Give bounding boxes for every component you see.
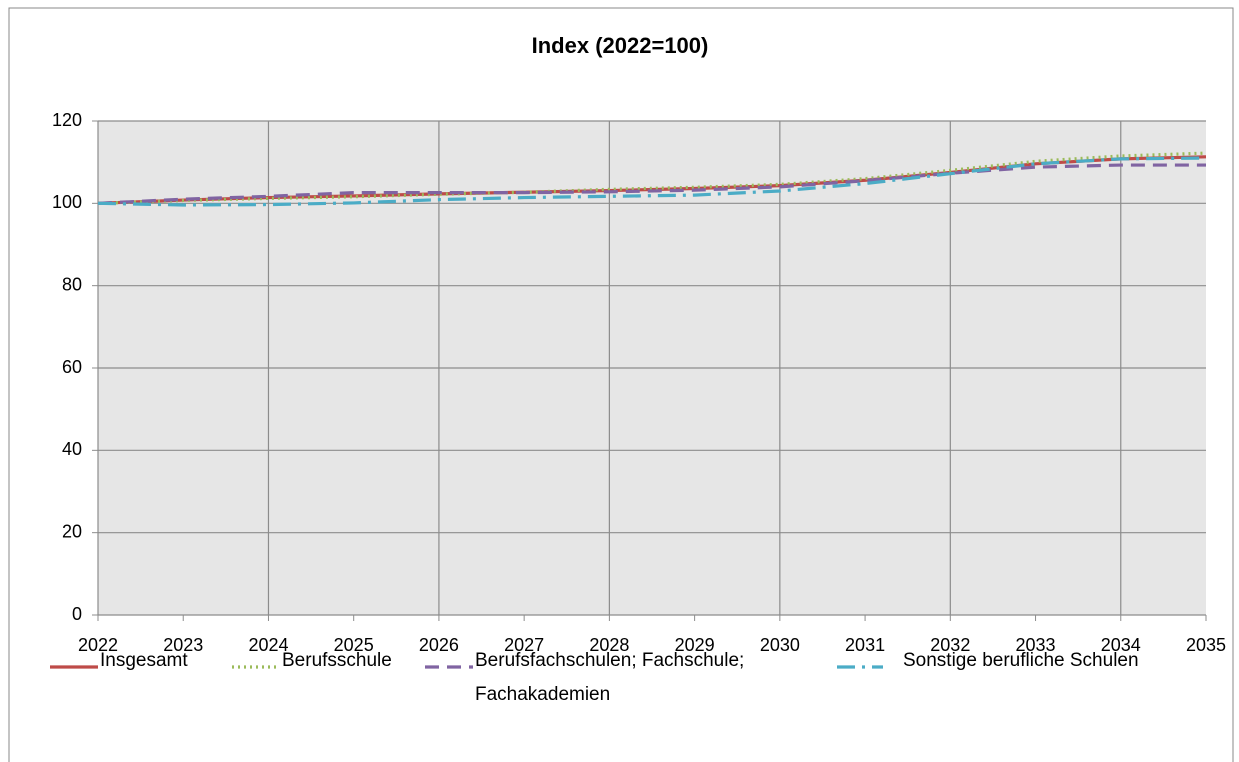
legend-label: Berufsschule xyxy=(282,650,392,671)
series-line xyxy=(97,163,1206,205)
legend-label: Insgesamt xyxy=(100,650,188,671)
y-tick-label: 60 xyxy=(62,357,82,377)
x-tick-label: 2028 xyxy=(589,635,629,655)
y-tick-label: 100 xyxy=(52,192,82,212)
x-tick-label: 2033 xyxy=(1016,635,1056,655)
x-tick-label: 2026 xyxy=(419,635,459,655)
legend-label: Sonstige berufliche Schulen xyxy=(903,650,1139,671)
legend-item: Berufsschule xyxy=(230,650,392,678)
y-tick-label: 120 xyxy=(52,110,82,130)
x-tick-label: 2032 xyxy=(930,635,970,655)
legend-swatch xyxy=(837,665,883,669)
legend-swatch xyxy=(425,665,473,669)
x-tick-label: 2029 xyxy=(675,635,715,655)
legend-item: Insgesamt xyxy=(48,650,188,678)
legend-item: Berufsfachschulen; Fachschule; Fachakade… xyxy=(423,650,805,712)
y-tick-label: 0 xyxy=(72,604,82,624)
x-tick-label: 2024 xyxy=(248,635,288,655)
series-line xyxy=(97,151,1207,205)
x-tick-label: 2027 xyxy=(504,635,544,655)
x-tick-label: 2031 xyxy=(845,635,885,655)
legend: Insgesamt Berufsschule Berufsfachschulen; … xyxy=(0,650,1239,750)
chart-title: Index (2022=100) xyxy=(532,33,709,58)
y-tick-label: 20 xyxy=(62,521,82,541)
legend-swatch xyxy=(50,665,98,669)
x-tick-label: 2025 xyxy=(334,635,374,655)
x-tick-label: 2023 xyxy=(163,635,203,655)
x-tick-label: 2030 xyxy=(760,635,800,655)
x-tick-label: 2035 xyxy=(1186,635,1226,655)
x-tick-label: 2034 xyxy=(1101,635,1141,655)
series-line xyxy=(97,156,1207,207)
legend-item: Sonstige berufliche Schulen xyxy=(835,650,1139,678)
legend-swatch xyxy=(232,665,280,669)
legend-label: Berufsfachschulen; Fachschule; Fachakade… xyxy=(475,650,745,705)
y-tick-label: 40 xyxy=(62,439,82,459)
x-tick-label: 2022 xyxy=(78,635,118,655)
y-tick-label: 80 xyxy=(62,274,82,294)
